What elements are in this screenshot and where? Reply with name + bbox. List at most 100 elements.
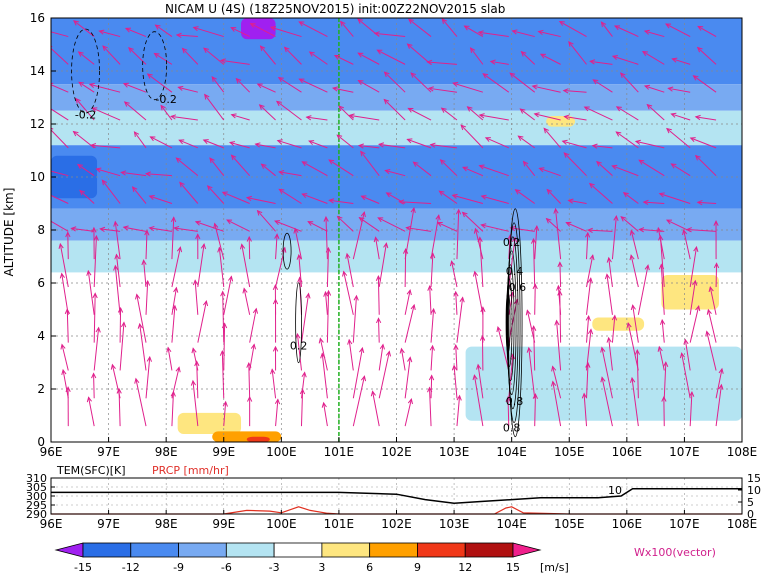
wind-vector: [587, 227, 613, 233]
wind-vector-shaft: [257, 210, 276, 232]
wind-vector: [427, 284, 433, 315]
precip-series-line: [51, 506, 742, 515]
wind-vector-head: [453, 290, 459, 297]
wind-vector-shaft: [128, 47, 147, 65]
wind-vector-head: [643, 29, 650, 35]
wind-vector-shaft: [178, 86, 198, 93]
wind-vector: [171, 286, 179, 315]
wind-vector-head: [72, 130, 79, 137]
wind-vector-head: [353, 294, 359, 301]
wind-vector-shaft: [121, 171, 147, 177]
wind-vector: [51, 45, 69, 65]
wind-vector: [192, 26, 224, 38]
wind-vector-shaft: [404, 357, 411, 399]
wind-vector-head: [629, 254, 635, 261]
wind-vector-shaft: [147, 73, 173, 93]
wind-vector: [404, 206, 416, 260]
wind-vector-head: [708, 285, 714, 293]
wind-vector: [557, 261, 563, 287]
wind-vector-head: [531, 325, 537, 332]
wind-vector-head: [550, 380, 557, 387]
wind-vector-head: [384, 169, 391, 175]
wind-vector: [476, 363, 484, 399]
wind-vector-head: [611, 55, 618, 61]
panel-x-tick-label: 100E: [266, 517, 297, 531]
wind-vector-shaft: [377, 49, 406, 65]
wind-vector-shaft: [383, 99, 406, 121]
wind-vector-shaft: [407, 138, 432, 149]
wind-vector-head: [269, 25, 277, 32]
colorbar: -15 -12 -9 -6 -3 3 6 9 12 15 [m/s] Wx100(vector): [54, 542, 716, 574]
wind-vector: [276, 139, 302, 149]
wind-vector-shaft: [533, 326, 536, 371]
wind-vector: [643, 29, 665, 38]
wind-vector-head: [511, 29, 518, 35]
wind-vector-shaft: [584, 106, 613, 121]
wind-vector: [426, 59, 458, 65]
wind-vector-head: [213, 222, 219, 229]
wind-vector: [307, 221, 328, 232]
wind-vector-head: [254, 142, 261, 148]
wind-vector: [453, 344, 459, 371]
wind-vector-head: [148, 225, 155, 232]
wind-vector: [441, 18, 458, 37]
wind-vector: [427, 86, 458, 93]
wind-vector-head: [585, 361, 591, 368]
wind-vector-head: [122, 225, 129, 231]
wind-vector: [634, 139, 665, 149]
wind-vector-shaft: [378, 318, 380, 343]
wind-vector-head: [477, 30, 484, 36]
wind-vector: [135, 293, 147, 343]
wind-vector: [586, 328, 594, 371]
wind-vector-head: [406, 289, 412, 296]
wind-vector-shaft: [534, 226, 538, 260]
wind-vector: [149, 136, 173, 149]
wind-vector: [78, 81, 95, 93]
wind-vector-head: [345, 252, 351, 259]
wind-vector-shaft: [71, 227, 95, 232]
wind-vector-shaft: [690, 137, 717, 149]
wind-vector-shaft: [440, 159, 458, 177]
wind-vector-head: [410, 303, 416, 311]
wind-vector: [235, 77, 251, 93]
wind-patch-4: [592, 317, 645, 331]
wind-vector: [600, 21, 613, 37]
wind-vector-head: [456, 394, 462, 401]
wind-vector-head: [323, 290, 329, 297]
colorbar-label: -15: [74, 561, 92, 574]
wind-vector: [399, 347, 406, 371]
wind-band-5: [51, 240, 742, 273]
wind-vector-shaft: [534, 284, 536, 315]
wind-vector: [643, 84, 665, 93]
wind-vector: [141, 259, 147, 288]
wind-vector-shaft: [92, 107, 121, 121]
wind-vector-shaft: [627, 322, 639, 371]
wind-vector-head: [659, 318, 666, 325]
wind-vector-head: [281, 246, 287, 253]
wind-vector-head: [588, 182, 595, 189]
wind-vector-head: [587, 227, 593, 233]
wind-vector: [611, 314, 618, 343]
wind-vector: [641, 51, 665, 65]
wind-vector: [634, 348, 641, 399]
wind-vector-head: [427, 284, 433, 291]
w-contour: [507, 236, 519, 410]
wind-vector: [429, 344, 435, 371]
wind-vector-shaft: [455, 291, 458, 315]
wind-vector-shaft: [248, 363, 251, 399]
wind-vector-head: [360, 375, 367, 382]
wind-vector-shaft: [93, 373, 95, 399]
surface-panel: TEM(SFC)[K] PRCP [mm/hr] 10 310305300295…: [26, 464, 761, 531]
wind-vector: [145, 355, 152, 399]
wind-vector-shaft: [149, 195, 173, 204]
wind-vector-head: [360, 150, 366, 157]
wind-vector: [692, 75, 717, 93]
wind-vector-shaft: [611, 216, 617, 260]
wind-vector-head: [641, 51, 648, 57]
wind-vector-head: [517, 135, 524, 141]
wind-vector: [562, 88, 587, 94]
wind-vector-shaft: [689, 280, 696, 315]
wind-vector: [611, 55, 639, 65]
wind-vector: [689, 245, 699, 288]
wind-vector-head: [359, 346, 365, 353]
